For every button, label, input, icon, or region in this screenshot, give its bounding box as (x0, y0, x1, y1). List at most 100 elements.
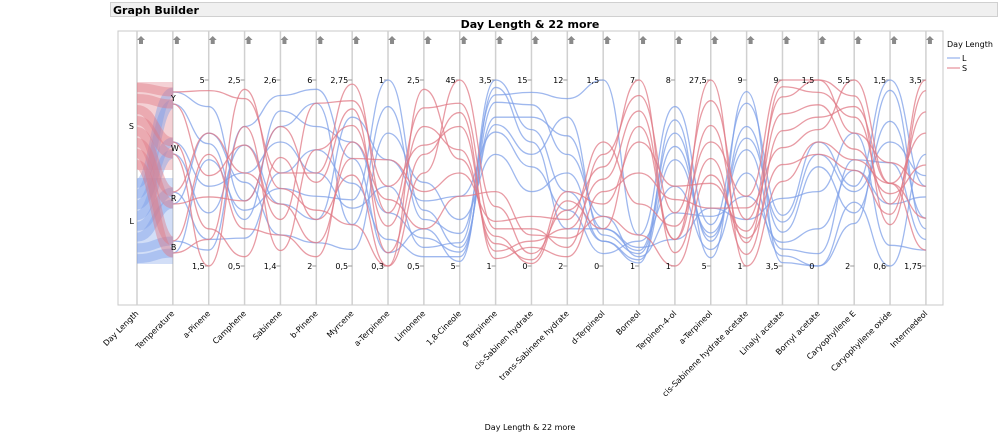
level-label-Y: Y (170, 94, 176, 103)
series-line-L (172, 89, 927, 267)
tick-label-max: 3,5 (909, 76, 922, 85)
tick-label-max: 15 (517, 76, 527, 85)
flow-band (136, 236, 174, 253)
axis-label-trans-sabinene-hydrate: trans-Sabinene hydrate (498, 309, 571, 382)
tick-label-min: 1 (666, 262, 671, 271)
tick-label-max: 1,5 (586, 76, 599, 85)
tick-label-max: 1 (379, 76, 384, 85)
tick-label-max: 27,5 (689, 76, 707, 85)
tick-label-min: 1 (738, 262, 743, 271)
tick-label-max: 1,5 (873, 76, 886, 85)
drag-arrow-icon[interactable] (854, 36, 863, 44)
tick-label-min: 1,5 (192, 262, 205, 271)
axis-label-camphene: Camphene (211, 309, 248, 346)
axis-label-myrcene: Myrcene (325, 309, 356, 340)
legend-label-l[interactable]: L (962, 54, 967, 63)
flow-band (136, 116, 174, 159)
legend: Day Length L S (947, 40, 993, 73)
tick-label-max: 2,6 (264, 76, 277, 85)
flow-band (136, 94, 173, 109)
band-L (137, 178, 173, 264)
drag-arrow-icon[interactable] (244, 36, 253, 44)
graph-builder-header: Graph Builder (110, 2, 998, 17)
flow-band (136, 187, 174, 231)
axis-label-a-pinene: a-Pinene (181, 309, 212, 340)
drag-arrow-icon[interactable] (423, 36, 432, 44)
tick-label-min: 1,4 (264, 262, 277, 271)
tick-label-min: 0 (594, 262, 599, 271)
tick-label-min: 0,5 (228, 262, 241, 271)
tick-label-min: 2 (307, 262, 312, 271)
series-line-L (172, 103, 927, 253)
drag-arrow-icon[interactable] (925, 36, 934, 44)
drag-arrow-icon[interactable] (531, 36, 540, 44)
drag-arrow-icon[interactable] (137, 36, 145, 44)
level-label-L: L (130, 217, 135, 226)
drag-arrow-icon[interactable] (603, 36, 612, 44)
drag-arrow-icon[interactable] (818, 36, 827, 44)
axis-label-1-8-cineole: 1,8-Cineole (425, 309, 464, 348)
drag-arrow-icon[interactable] (172, 36, 181, 44)
series-line-S (172, 79, 926, 244)
flow-band (136, 105, 174, 147)
flow-band (135, 160, 175, 258)
tick-label-min: 0,5 (335, 262, 348, 271)
series-line-S (172, 79, 927, 267)
series-line-S (172, 79, 927, 260)
drag-arrow-icon[interactable] (746, 36, 755, 44)
band-S (137, 82, 173, 170)
chart-title: Day Length & 22 more (461, 18, 600, 31)
drag-arrow-icon[interactable] (388, 36, 397, 44)
axis-label-borneol: Borneol (614, 309, 642, 337)
tick-label-min: 2 (558, 262, 563, 271)
flow-band (135, 87, 175, 188)
tick-label-max: 9 (738, 76, 743, 85)
series-line-S (172, 104, 926, 267)
axis-label-a-terpinene: a-Terpinene (352, 309, 391, 348)
axis-label-cis-sabinen-hydrate: cis-Sabinen hydrate (472, 309, 535, 372)
drag-arrow-icon[interactable] (782, 36, 791, 44)
drag-arrow-icon[interactable] (674, 36, 683, 44)
flow-band (136, 83, 173, 97)
drag-arrow-icon[interactable] (352, 36, 361, 44)
tick-label-min: 0,5 (407, 262, 420, 271)
flow-band (135, 127, 175, 197)
tick-label-max: 45 (446, 76, 456, 85)
drag-arrow-icon[interactable] (567, 36, 576, 44)
tick-label-max: 7 (630, 76, 635, 85)
tick-label-min: 0 (809, 262, 814, 271)
tick-label-max: 3,5 (479, 76, 492, 85)
tick-label-min: 5 (451, 262, 456, 271)
drag-arrow-icon[interactable] (208, 36, 217, 44)
tick-label-max: 2,75 (330, 76, 348, 85)
drag-arrow-icon[interactable] (280, 36, 289, 44)
flow-band (135, 137, 175, 210)
axis-label-caryophyllene-oxide: Caryophyllene oxide (829, 309, 893, 373)
tick-label-min: 0,3 (371, 262, 384, 271)
level-label-B: B (171, 243, 177, 252)
drag-arrow-icon[interactable] (495, 36, 504, 44)
axis-label-intermedeol: Intermedeol (889, 309, 930, 350)
level-label-W: W (171, 144, 179, 153)
tick-label-max: 1,5 (802, 76, 815, 85)
axis-label-b-pinene: b-Pinene (289, 309, 320, 340)
level-label-S: S (129, 122, 134, 131)
axis-label-a-terpineol: a-Terpineol (677, 309, 714, 346)
drag-arrow-icon[interactable] (459, 36, 468, 44)
legend-label-s[interactable]: S (962, 64, 967, 73)
tick-label-max: 9 (773, 76, 778, 85)
drag-arrow-icon[interactable] (639, 36, 648, 44)
series-line-S (172, 79, 927, 249)
drag-arrow-icon[interactable] (890, 36, 899, 44)
tick-label-min: 1 (630, 262, 635, 271)
drag-arrow-icon[interactable] (710, 36, 719, 44)
tick-label-min: 2 (845, 262, 850, 271)
flow-band (135, 149, 175, 246)
drag-arrow-icon[interactable] (316, 36, 325, 44)
axis-label-sabinene: Sabinene (251, 309, 284, 342)
tick-label-max: 2,5 (407, 76, 420, 85)
series-line-S (172, 79, 927, 267)
tick-label-max: 12 (553, 76, 563, 85)
axis-label-d-terpineol: d-Terpineol (570, 309, 607, 346)
